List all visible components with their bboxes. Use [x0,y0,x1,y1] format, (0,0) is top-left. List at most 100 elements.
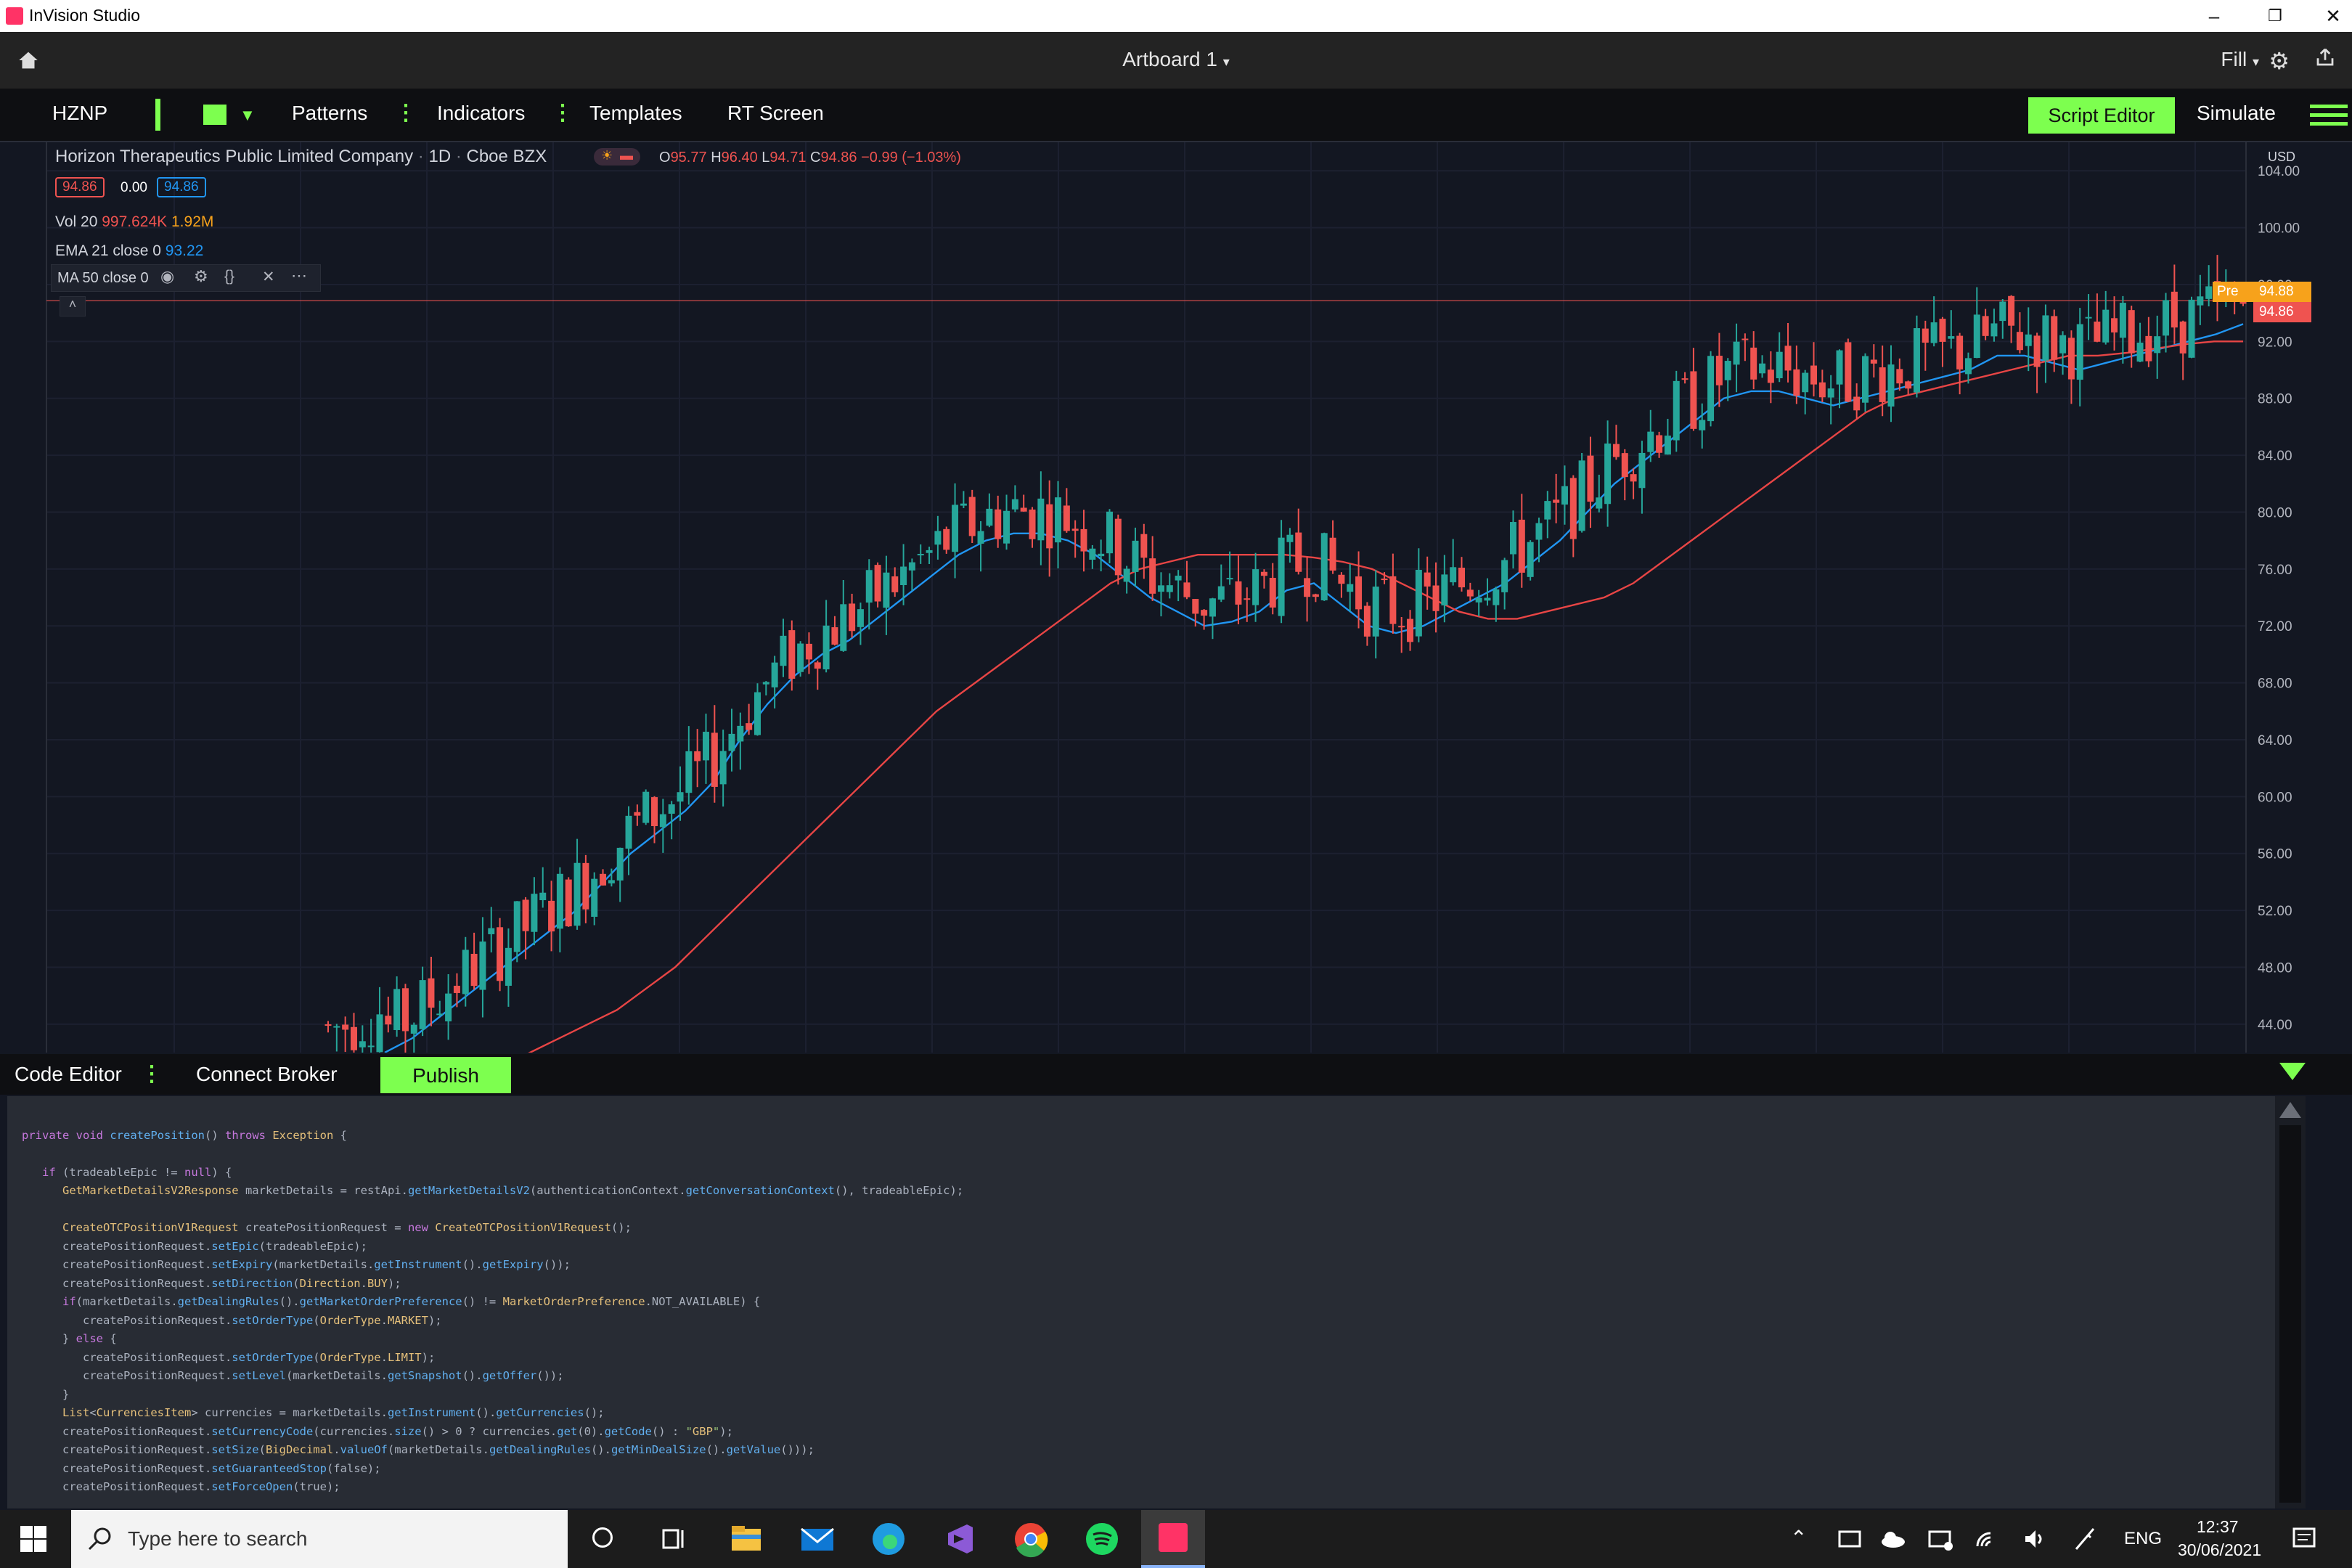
candle-body [350,1026,357,1050]
code-line[interactable]: private void createPosition() throws Exc… [22,1128,348,1142]
remove-icon[interactable]: ✕ [262,269,275,285]
code-line[interactable]: createPositionRequest.setCurrencyCode(cu… [22,1424,733,1438]
share-icon[interactable] [2314,46,2336,68]
code-line[interactable]: createPositionRequest.setLevel(marketDet… [22,1369,564,1382]
collapse-legend-icon[interactable]: ˄ [60,296,86,317]
code-line[interactable]: } else { [22,1332,117,1345]
more-dots-icon[interactable]: ⋮ [552,101,573,125]
code-line[interactable]: } [22,1387,70,1401]
cortana-icon[interactable] [584,1519,624,1559]
collapse-panel-icon[interactable] [2279,1063,2306,1080]
code-editor[interactable]: private void createPosition() throws Exc… [7,1096,2275,1508]
patterns-menu[interactable]: Patterns [292,102,368,124]
publish-label: Publish [412,1064,479,1087]
edge-browser-icon[interactable] [868,1519,909,1559]
visual-studio-icon[interactable] [939,1519,980,1559]
show-hidden-icons-icon[interactable]: ⌃ [1790,1527,1808,1549]
more-options-icon[interactable]: ⋯ [291,266,307,285]
code-line[interactable]: GetMarketDetailsV2Response marketDetails… [62,1184,964,1197]
code-line[interactable]: createPositionRequest.setSize(BigDecimal… [22,1443,814,1456]
clock-date[interactable]: 30/06/2021 [2178,1540,2262,1559]
minimize-icon[interactable]: – [2208,5,2220,27]
chrome-icon[interactable] [1010,1519,1051,1559]
settings-icon[interactable]: ⚙ [194,267,208,285]
code-scrollbar[interactable] [2275,1096,2306,1508]
candle-body [849,603,856,632]
code-line[interactable] [22,1145,2275,1164]
simulate-button[interactable]: Simulate [2197,102,2276,124]
price-chart[interactable]: 104.00100.0096.0092.0088.0084.0080.0076.… [0,142,2352,1053]
ask-price-tag[interactable]: 94.86 [157,177,206,197]
code-line[interactable]: createPositionRequest.setForceOpen(true)… [22,1480,340,1493]
scrollbar-thumb[interactable] [2279,1125,2301,1503]
symbol-label[interactable]: HZNP [52,102,108,124]
indicators-menu[interactable]: Indicators [437,102,526,124]
candle-body [1948,336,1955,339]
code-editor-tab[interactable]: Code Editor [15,1063,122,1085]
code-line[interactable]: if(marketDetails.getDealingRules().getMa… [62,1295,761,1308]
connect-broker-tab[interactable]: Connect Broker [196,1063,338,1085]
candle-body [1493,589,1500,605]
studio-header: Artboard 1 ▾ Fill ▾ ⚙ [0,32,2352,89]
spotify-icon[interactable] [1082,1519,1122,1559]
close-icon[interactable]: ✕ [2325,5,2341,27]
candle-body [2016,332,2023,351]
code-content[interactable]: private void createPosition() throws Exc… [7,1096,2275,1497]
notifications-icon[interactable] [2284,1519,2324,1559]
ma-legend-row[interactable]: MA 50 close 0 ◉ ⚙ {} ✕ ⋯ [51,264,321,292]
code-line[interactable]: createPositionRequest.setGuaranteedStop(… [22,1461,381,1475]
onedrive-icon[interactable] [1873,1519,1914,1559]
code-line[interactable]: CreateOTCPositionV1Request createPositio… [62,1221,632,1234]
restore-icon[interactable]: ❐ [2268,7,2282,25]
clock-time[interactable]: 12:37 [2197,1517,2239,1536]
low-label: L [761,150,770,166]
source-code-icon[interactable]: {} [224,268,235,285]
hamburger-menu-icon[interactable] [2310,103,2348,128]
candle-body [1140,534,1148,558]
color-swatch[interactable] [203,105,226,125]
candle-body [883,572,890,608]
code-line[interactable]: createPositionRequest.setOrderType(Order… [22,1313,442,1327]
code-line[interactable]: createPositionRequest.setDirection(Direc… [22,1276,401,1290]
file-explorer-icon[interactable] [726,1519,767,1559]
wifi-icon[interactable] [1967,1519,2008,1559]
candle-body [685,751,693,793]
candle-body [1699,420,1706,430]
pen-workspace-icon[interactable] [2066,1519,2107,1559]
meet-now-icon[interactable] [1829,1519,1870,1559]
script-editor-button[interactable]: Script Editor [2028,97,2175,134]
taskbar-search-box[interactable]: Type here to search [71,1510,568,1568]
candle-body [556,873,563,929]
more-dots-icon[interactable]: ⋮ [141,1062,163,1086]
code-line[interactable]: createPositionRequest.setOrderType(Order… [22,1350,436,1364]
home-icon[interactable] [16,48,41,73]
network-status-icon[interactable] [1919,1519,1960,1559]
bid-price-tag[interactable]: 94.86 [55,177,105,197]
code-line[interactable] [22,1108,2275,1127]
more-dots-icon[interactable]: ⋮ [395,101,417,125]
invision-studio-taskbar-button[interactable] [1141,1510,1205,1568]
gear-icon[interactable]: ⚙ [2269,48,2290,74]
rt-screen-menu[interactable]: RT Screen [727,102,824,124]
templates-menu[interactable]: Templates [589,102,682,124]
task-view-icon[interactable] [653,1519,694,1559]
chevron-down-icon[interactable]: ▼ [240,106,256,124]
code-line[interactable]: List<CurrenciesItem> currencies = market… [62,1406,605,1419]
artboard-selector[interactable]: Artboard 1 ▾ [0,48,2352,71]
candle-body [376,1014,383,1053]
code-line[interactable]: if (tradeableEpic != null) { [42,1165,232,1179]
code-line[interactable]: createPositionRequest.setEpic(tradeableE… [22,1239,367,1253]
candle-body [1673,380,1680,441]
publish-button[interactable]: Publish [380,1057,511,1093]
scroll-up-icon[interactable] [2279,1102,2301,1118]
windows-start-icon[interactable] [20,1526,46,1552]
eye-icon[interactable]: ◉ [160,267,175,285]
fill-selector[interactable]: Fill ▾ [2221,48,2259,71]
code-line[interactable]: createPositionRequest.setExpiry(marketDe… [22,1258,571,1271]
code-line[interactable] [22,1201,2275,1220]
chart-canvas[interactable]: 104.00100.0096.0092.0088.0084.0080.0076.… [0,142,2352,1053]
candle-body [1913,328,1920,393]
mail-icon[interactable] [797,1519,838,1559]
volume-icon[interactable] [2015,1519,2056,1559]
language-indicator[interactable]: ENG [2124,1529,2163,1548]
